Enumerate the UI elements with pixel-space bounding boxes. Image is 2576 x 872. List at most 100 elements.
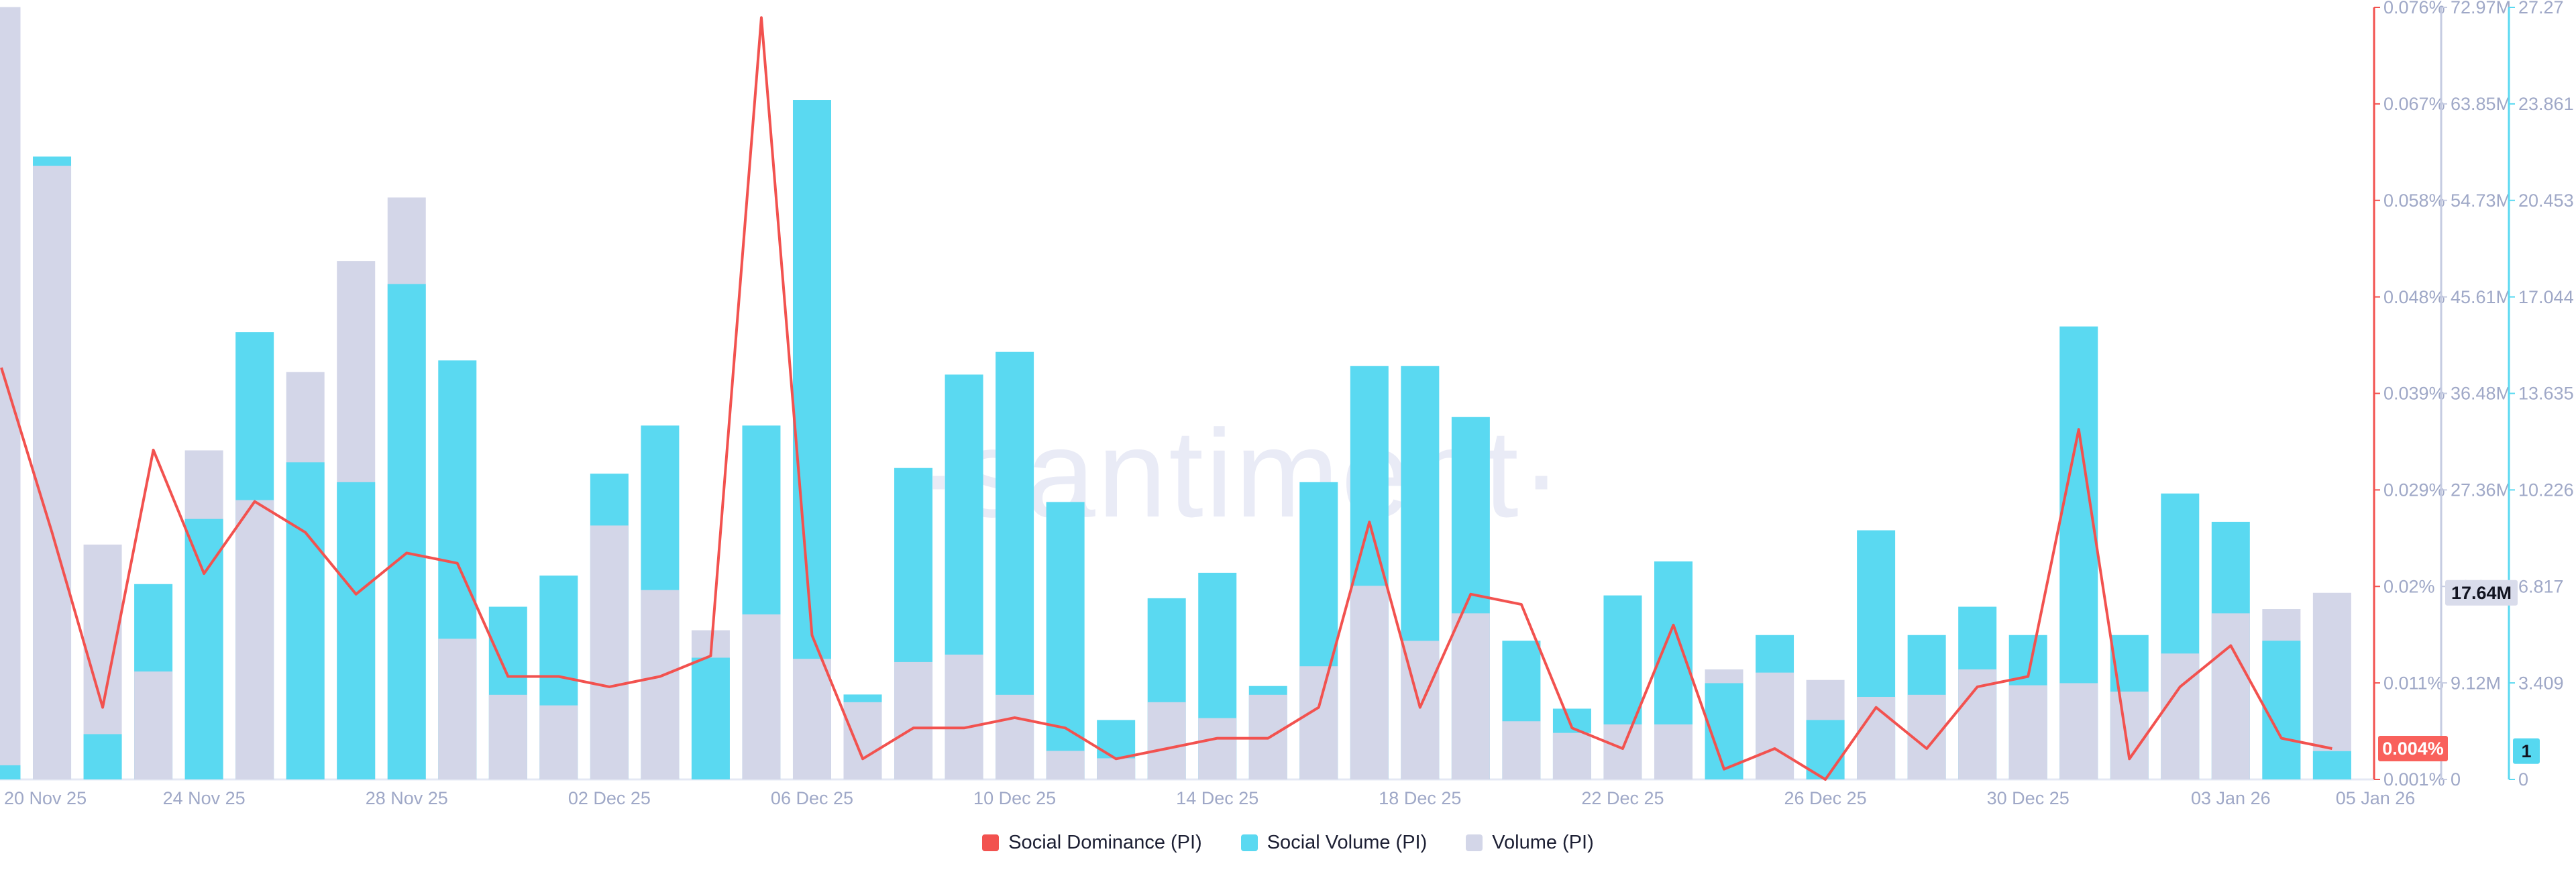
- social-volume-bar[interactable]: [2312, 751, 2351, 779]
- date-label: 26 Dec 25: [1784, 788, 1867, 808]
- social-volume-bar[interactable]: [1806, 720, 1845, 779]
- dominance-axis-tick-label: 0.029%: [2383, 480, 2445, 500]
- legend-item-social-dominance[interactable]: Social Dominance (PI): [982, 832, 1202, 854]
- dominance-axis-tick-label: 0.039%: [2383, 384, 2445, 404]
- volume-bar[interactable]: [792, 659, 831, 779]
- legend-swatch-gray-icon: [1466, 834, 1483, 851]
- dominance-value-badge: 0.004%: [2382, 739, 2444, 759]
- legend-swatch-cyan-icon: [1240, 834, 1258, 851]
- social-volume-axis-tick-label: 3.409: [2518, 673, 2564, 693]
- volume-bar[interactable]: [1350, 586, 1389, 779]
- social-volume-axis-tick-label: 6.817: [2518, 576, 2564, 596]
- volume-bar[interactable]: [1502, 721, 1541, 779]
- social-volume-bar[interactable]: [184, 519, 223, 779]
- social-volume-axis-tick-label: 13.635: [2518, 384, 2574, 404]
- volume-value-badge: 17.64M: [2451, 583, 2512, 603]
- social-volume-value-badge-bg: [2513, 738, 2540, 764]
- volume-bar[interactable]: [742, 614, 781, 779]
- social-volume-value-badge: 1: [2521, 741, 2531, 761]
- volume-bar[interactable]: [590, 525, 629, 779]
- social-volume-bar[interactable]: [691, 657, 730, 779]
- volume-bar[interactable]: [2110, 692, 2149, 779]
- date-label: 03 Jan 26: [2191, 788, 2271, 808]
- date-label: 24 Nov 25: [163, 788, 246, 808]
- volume-bar[interactable]: [2008, 685, 2047, 779]
- volume-bar[interactable]: [1552, 732, 1591, 779]
- social-dominance-line[interactable]: [0, 16, 2332, 781]
- legend-label: Social Volume (PI): [1267, 832, 1428, 853]
- social-volume-axis-tick-label: 20.453: [2518, 190, 2574, 211]
- volume-axis-tick-label: 63.85M: [2451, 94, 2511, 114]
- volume-bar[interactable]: [1198, 718, 1237, 779]
- volume-bar[interactable]: [641, 590, 680, 779]
- social-volume-bar[interactable]: [2262, 641, 2301, 779]
- date-label: 06 Dec 25: [771, 788, 853, 808]
- volume-bar[interactable]: [945, 654, 983, 779]
- social-volume-bar[interactable]: [0, 765, 21, 779]
- social-volume-axis-tick-label: 23.861: [2518, 94, 2574, 114]
- date-label: 05 Jan 26: [2336, 788, 2416, 808]
- date-label: 18 Dec 25: [1379, 788, 1461, 808]
- dominance-axis-tick-label: 0.001%: [2383, 769, 2445, 789]
- date-label: 30 Dec 25: [1987, 788, 2070, 808]
- volume-bar[interactable]: [1097, 758, 1136, 779]
- social-volume-axis-tick-label: 10.226: [2518, 480, 2574, 500]
- volume-bar[interactable]: [1857, 696, 1896, 779]
- volume-bar[interactable]: [1451, 613, 1490, 779]
- volume-bar[interactable]: [1046, 751, 1085, 779]
- legend-item-social-volume[interactable]: Social Volume (PI): [1240, 832, 1428, 854]
- social-volume-axis-tick-label: 17.044: [2518, 287, 2574, 307]
- volume-bar[interactable]: [1756, 672, 1794, 779]
- social-volume-bar[interactable]: [1046, 502, 1085, 779]
- date-label: 28 Nov 25: [366, 788, 448, 808]
- volume-bar[interactable]: [1299, 666, 1338, 779]
- volume-bar[interactable]: [996, 694, 1034, 779]
- volume-bar[interactable]: [488, 694, 527, 779]
- volume-axis-tick-label: 27.36M: [2451, 480, 2511, 500]
- social-volume-bar[interactable]: [286, 462, 325, 779]
- volume-axis-tick-label: 72.97M: [2451, 0, 2511, 17]
- volume-bar[interactable]: [843, 702, 882, 779]
- volume-bar[interactable]: [1147, 702, 1186, 779]
- volume-bar[interactable]: [2059, 683, 2098, 779]
- legend-swatch-red-icon: [982, 834, 1000, 851]
- volume-bar[interactable]: [1654, 724, 1693, 779]
- volume-bar[interactable]: [2211, 613, 2250, 779]
- volume-axis-tick-label: 9.12M: [2451, 673, 2501, 693]
- social-volume-bar[interactable]: [387, 284, 426, 779]
- volume-axis-tick-label: 0: [2451, 769, 2461, 789]
- dominance-axis-tick-label: 0.067%: [2383, 94, 2445, 114]
- dominance-axis-tick-label: 0.076%: [2383, 0, 2445, 17]
- dominance-axis-tick-label: 0.048%: [2383, 287, 2445, 307]
- volume-value-badge-bg: [2445, 580, 2518, 606]
- date-label: 02 Dec 25: [568, 788, 651, 808]
- date-label: 20 Nov 25: [4, 788, 87, 808]
- volume-axis-tick-label: 45.61M: [2451, 287, 2511, 307]
- volume-bar[interactable]: [1603, 724, 1642, 779]
- chart-legend: Social Dominance (PI) Social Volume (PI)…: [0, 832, 2576, 854]
- volume-bar[interactable]: [894, 661, 933, 779]
- legend-label: Volume (PI): [1492, 832, 1594, 853]
- social-volume-bar[interactable]: [337, 482, 376, 779]
- volume-bar[interactable]: [134, 671, 173, 779]
- volume-axis-tick-label: 36.48M: [2451, 384, 2511, 404]
- social-volume-bar[interactable]: [83, 734, 122, 779]
- volume-bar[interactable]: [33, 166, 72, 780]
- legend-label: Social Dominance (PI): [1008, 832, 1202, 853]
- date-label: 10 Dec 25: [973, 788, 1056, 808]
- volume-bar[interactable]: [438, 639, 477, 779]
- date-label: 14 Dec 25: [1176, 788, 1258, 808]
- date-label: 22 Dec 25: [1581, 788, 1664, 808]
- social-volume-axis-tick-label: 0: [2518, 769, 2528, 789]
- volume-bar[interactable]: [235, 500, 274, 779]
- social-volume-axis-tick-label: 27.27: [2518, 0, 2564, 17]
- dominance-value-badge-bg: [2378, 735, 2448, 761]
- legend-item-volume[interactable]: Volume (PI): [1466, 832, 1594, 854]
- volume-bar[interactable]: [2161, 653, 2200, 779]
- volume-axis-tick-label: 54.73M: [2451, 190, 2511, 211]
- volume-bar[interactable]: [539, 705, 578, 779]
- dominance-axis-tick-label: 0.058%: [2383, 190, 2445, 211]
- dominance-axis-tick-label: 0.011%: [2383, 673, 2444, 693]
